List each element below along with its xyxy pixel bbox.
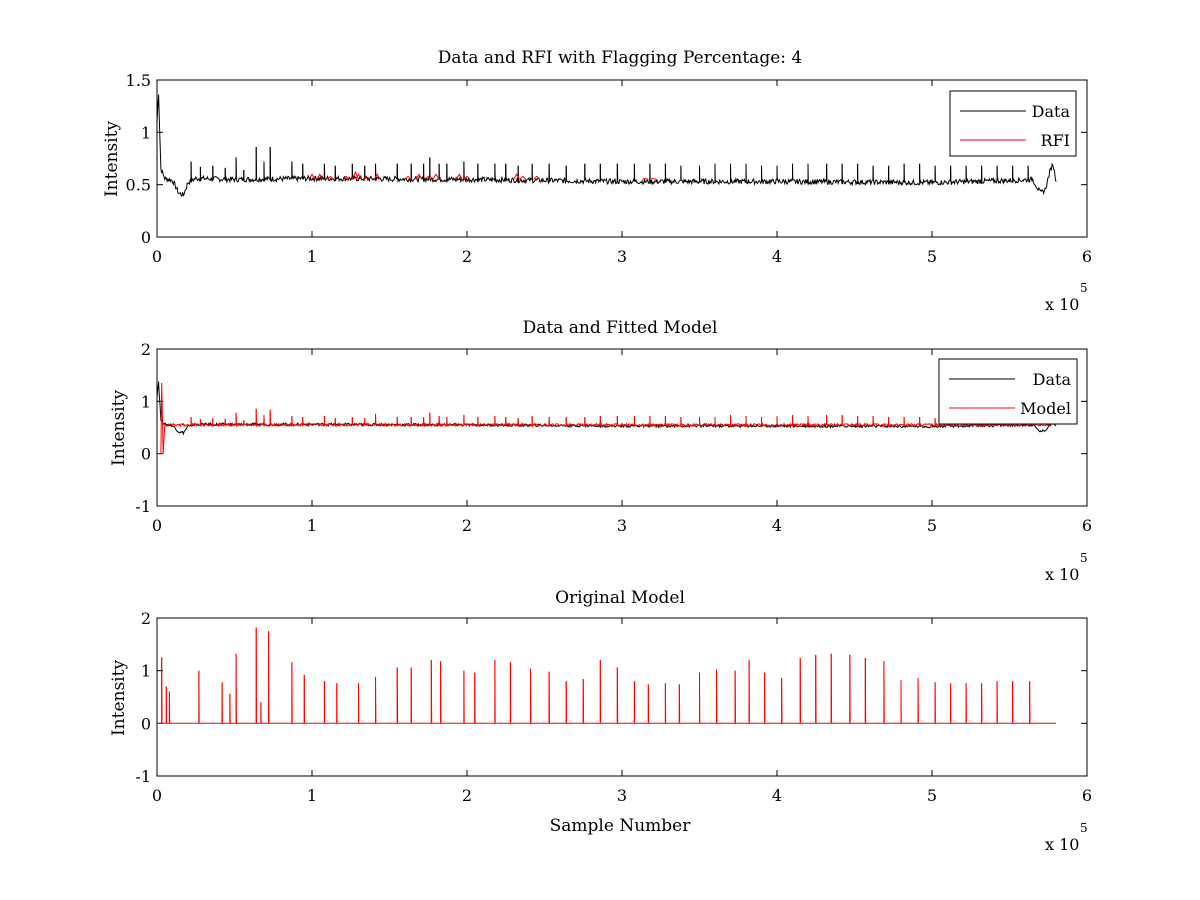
x-tick-label: 3 [617,786,627,805]
subplot-data-and-fitted-model: Data and Fitted Model Intensity x 10 5 0… [109,318,1092,584]
legend-box [949,90,1077,157]
y-tick-label: 0 [141,714,151,733]
rfi-segment [327,175,334,180]
rfi-segment [342,175,350,180]
y-axis-label: Intensity [102,121,122,197]
x-tick-label: 1 [307,247,317,266]
x-tick-label: 0 [152,786,162,805]
x-axis-label: Sample Number [550,816,692,836]
x-tick-label: 0 [152,516,162,535]
x-tick-label: 0 [152,247,162,266]
x-tick-label: 1 [307,516,317,535]
rfi-segment [308,173,316,180]
axes-frame [156,79,1088,238]
legend-label: Model [1020,399,1071,418]
x-multiplier: x 10 [1045,835,1079,854]
x-tick-label: 6 [1082,247,1092,266]
x-tick-label: 6 [1082,516,1092,535]
rfi-segment [432,173,440,180]
x-multiplier-exponent: 5 [1080,551,1088,565]
rfi-segment [424,175,432,180]
subplot-original-model: Original Model Intensity Sample Number x… [109,588,1092,854]
y-tick-label: -1 [135,767,151,786]
rfi-segment [649,177,657,180]
subplot-title: Data and Fitted Model [523,318,718,338]
legend: Data RFI [949,90,1077,157]
y-tick-label: 0 [141,228,151,247]
y-axis-label: Intensity [109,390,129,466]
legend-box [938,358,1078,425]
y-axis-label: Intensity [109,660,129,736]
y-tick-label: 2 [141,340,151,359]
x-tick-label: 3 [617,247,627,266]
x-multiplier: x 10 [1045,565,1079,584]
y-tick-label: 1 [141,123,151,142]
rfi-segment [463,175,471,180]
x-multiplier-exponent: 5 [1080,821,1088,835]
subplot-data-and-rfi: Data and RFI with Flagging Percentage: 4… [102,48,1092,314]
x-tick-label: 4 [772,516,782,535]
y-tick-label: 0 [141,445,151,464]
y-tick-label: 2 [141,609,151,628]
legend-label: Data [1032,102,1071,121]
x-multiplier-exponent: 5 [1080,281,1088,295]
plot-area [157,94,1057,198]
rfi-segment [404,175,412,180]
x-tick-label: 4 [772,786,782,805]
x-tick-label: 2 [462,786,472,805]
x-tick-label: 2 [462,247,472,266]
rfi-segment [513,173,521,180]
rfi-segment [316,173,324,180]
rfi-segment [455,173,463,180]
legend-label: Data [1033,370,1072,389]
y-tick-label: 1 [141,662,151,681]
rfi-segment [415,173,423,180]
y-tick-label: 0.5 [126,176,151,195]
x-multiplier: x 10 [1045,295,1079,314]
rfi-segment [362,175,370,180]
x-tick-label: 4 [772,247,782,266]
y-tick-label: 1.5 [126,71,151,90]
rfi-segment [355,173,362,180]
x-tick-label: 5 [927,516,937,535]
rfi-segment [533,175,541,180]
plot-area [157,627,1056,724]
legend-label: RFI [1041,131,1070,150]
x-tick-label: 1 [307,786,317,805]
x-tick-label: 5 [927,786,937,805]
rfi-segment [519,175,527,180]
x-tick-label: 5 [927,247,937,266]
y-tick-label: -1 [135,497,151,516]
y-tick-label: 1 [141,392,151,411]
series-line-data [157,94,1057,198]
rfi-segment [642,177,649,180]
subplot-title: Original Model [555,588,685,608]
rfi-segment [373,173,381,180]
x-tick-label: 3 [617,516,627,535]
legend: Data Model [938,358,1078,425]
x-tick-label: 6 [1082,786,1092,805]
x-tick-label: 2 [462,516,472,535]
axes-frame [156,617,1088,777]
plot-area [157,381,1057,455]
subplot-title: Data and RFI with Flagging Percentage: 4 [438,48,802,68]
